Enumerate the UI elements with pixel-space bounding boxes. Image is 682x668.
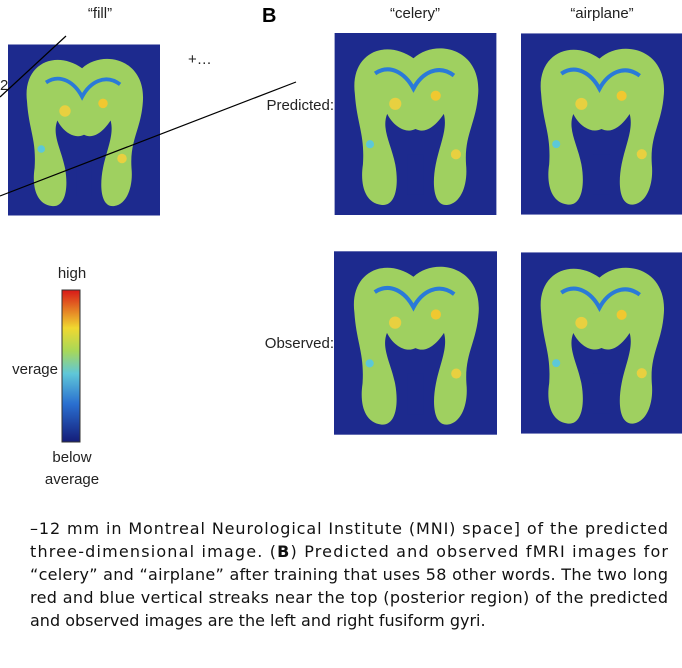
brain-image	[521, 33, 682, 214]
brain-image	[335, 33, 497, 215]
caption-text: three-dimensional image. (	[30, 542, 276, 561]
caption-line: “celery” and “airplane” after training t…	[30, 565, 668, 584]
column-label: “airplane”	[570, 5, 633, 22]
caption-line: –12 mm in Montreal Neurological Institut…	[30, 519, 668, 538]
pointer-line	[0, 81, 297, 197]
brain-image	[8, 45, 160, 216]
caption-line: and observed images are the left and rig…	[30, 611, 486, 630]
row-label: Predicted:	[266, 97, 334, 114]
colorbar-label: verage	[12, 361, 58, 378]
side-label: +…	[188, 51, 212, 68]
caption-text: ) Predicted and observed fMRI images for	[291, 542, 669, 561]
panel-title: “fill”	[88, 5, 112, 22]
caption-line: red and blue vertical streaks near the t…	[30, 588, 668, 607]
caption-line: three-dimensional image. (B) Predicted a…	[30, 542, 668, 561]
colorbar	[61, 289, 81, 443]
brain-image	[521, 252, 682, 433]
column-label: “celery”	[390, 5, 440, 22]
colorbar-label: average	[45, 471, 99, 488]
brain-image	[334, 251, 497, 434]
colorbar-label: below	[52, 449, 91, 466]
colorbar-label: high	[58, 265, 86, 282]
pointer-line	[0, 35, 67, 98]
side-label: 2	[0, 77, 8, 94]
row-label: Observed:	[265, 335, 334, 352]
panel-label: B	[262, 5, 276, 27]
caption-bold: B	[277, 542, 289, 561]
